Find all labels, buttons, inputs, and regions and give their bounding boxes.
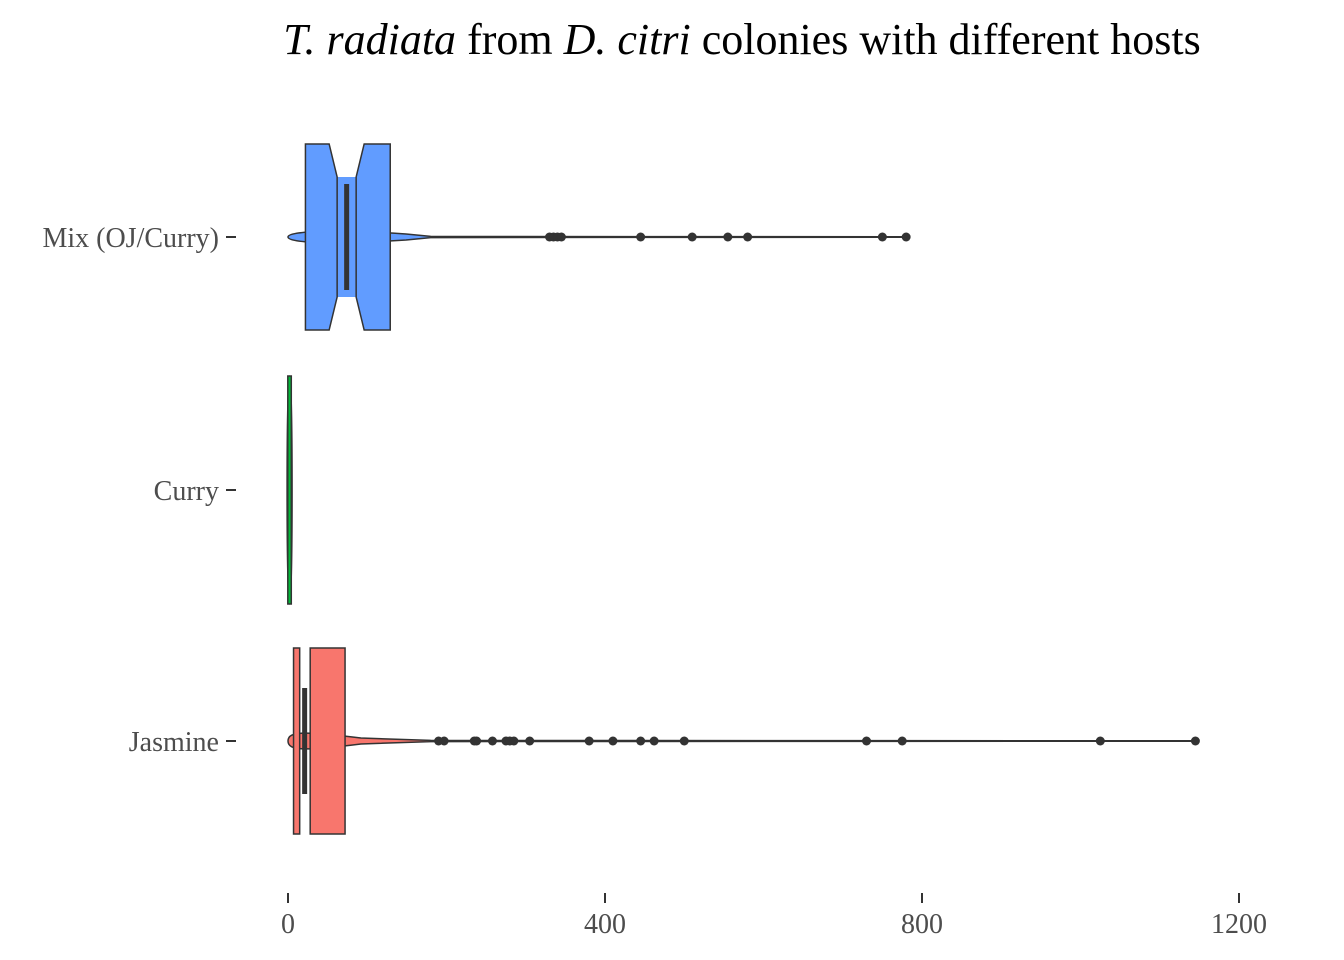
x-axis: 0 400 800 1200: [281, 893, 1267, 940]
outlier-point: [608, 736, 618, 746]
outlier-point: [877, 232, 887, 242]
outlier-point: [556, 232, 566, 242]
violin-layer: [286, 230, 1197, 750]
box-jasmine: [292, 647, 346, 835]
title-part-1: from: [456, 15, 564, 64]
outlier-point: [687, 232, 697, 242]
outlier-point: [679, 736, 689, 746]
outlier-layer: [434, 232, 1200, 746]
outlier-point: [509, 736, 519, 746]
outlier-point: [487, 736, 497, 746]
outlier-point: [636, 736, 646, 746]
outlier-point: [525, 736, 535, 746]
y-tick-label-jasmine: Jasmine: [129, 727, 219, 758]
x-tick-label-400: 400: [584, 909, 626, 940]
outlier-point: [649, 736, 659, 746]
box-fill-jasmine: [293, 648, 346, 834]
x-tick-label-800: 800: [901, 909, 943, 940]
y-axis: Mix (OJ/Curry) Curry Jasmine: [42, 223, 236, 758]
box-layer: [287, 143, 391, 835]
box-mix-oj-curry: [304, 143, 391, 331]
outlier-point: [1095, 736, 1105, 746]
x-tick-label-0: 0: [281, 909, 295, 940]
y-tick-label-curry: Curry: [154, 476, 219, 507]
title-part-2: D. citri: [563, 15, 691, 64]
outlier-point: [862, 736, 872, 746]
title-part-0: T. radiata: [283, 15, 456, 64]
outlier-point: [743, 232, 753, 242]
x-tick-label-1200: 1200: [1211, 909, 1267, 940]
outlier-point: [723, 232, 733, 242]
outlier-point: [897, 736, 907, 746]
title-part-3: colonies with different hosts: [691, 15, 1201, 64]
outlier-point: [901, 232, 911, 242]
box-curry: [287, 375, 293, 605]
violin-jasmine: [287, 732, 1197, 750]
outlier-point: [1190, 736, 1200, 746]
outlier-point: [584, 736, 594, 746]
y-tick-label-mix-oj-curry: Mix (OJ/Curry): [42, 223, 219, 254]
outlier-point: [636, 232, 646, 242]
chart-title: T. radiata from D. citri colonies with d…: [283, 15, 1200, 64]
outlier-point: [472, 736, 482, 746]
outlier-point: [439, 736, 449, 746]
